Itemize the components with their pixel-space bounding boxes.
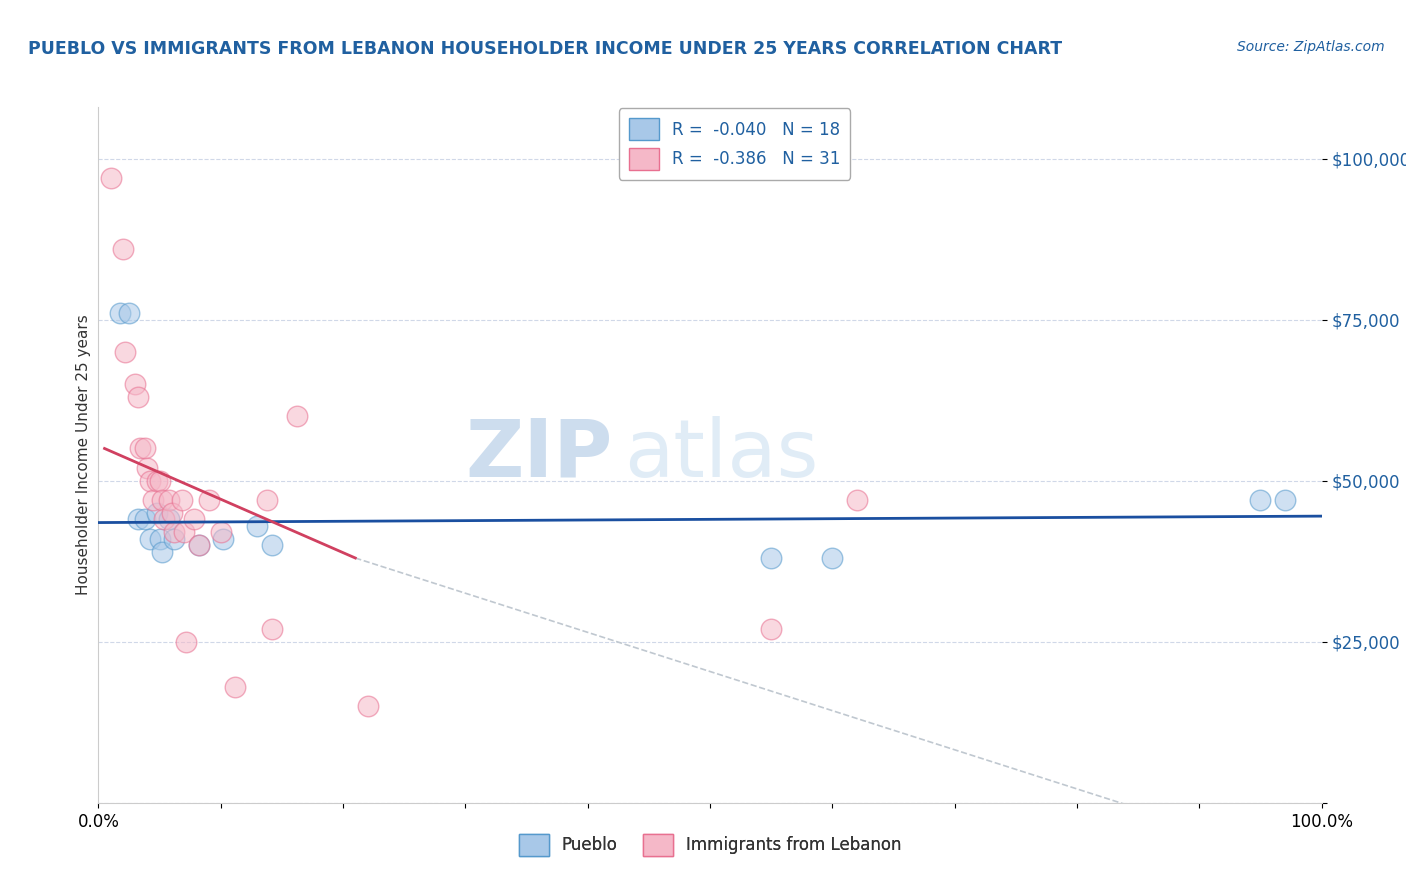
Point	[142, 493, 165, 508]
Point	[187, 538, 209, 552]
Point	[157, 512, 180, 526]
Point	[111, 242, 134, 256]
Point	[761, 622, 783, 636]
Point	[127, 390, 149, 404]
Point	[163, 525, 186, 540]
Point	[160, 506, 183, 520]
Point	[134, 512, 156, 526]
Point	[139, 474, 162, 488]
Point	[246, 518, 269, 533]
Legend: Pueblo, Immigrants from Lebanon: Pueblo, Immigrants from Lebanon	[510, 826, 910, 864]
Point	[149, 532, 172, 546]
Text: atlas: atlas	[624, 416, 818, 494]
Point	[149, 474, 172, 488]
Point	[761, 551, 783, 566]
Point	[262, 538, 284, 552]
Point	[124, 377, 146, 392]
Point	[136, 460, 159, 475]
Point	[146, 474, 169, 488]
Text: PUEBLO VS IMMIGRANTS FROM LEBANON HOUSEHOLDER INCOME UNDER 25 YEARS CORRELATION : PUEBLO VS IMMIGRANTS FROM LEBANON HOUSEH…	[28, 40, 1063, 58]
Point	[146, 506, 169, 520]
Point	[118, 306, 141, 320]
Point	[150, 493, 173, 508]
Point	[150, 544, 173, 558]
Point	[1249, 493, 1271, 508]
Point	[183, 512, 205, 526]
Point	[212, 532, 235, 546]
Point	[114, 344, 136, 359]
Point	[256, 493, 278, 508]
Point	[134, 442, 156, 456]
Point	[262, 622, 284, 636]
Point	[197, 493, 219, 508]
Point	[821, 551, 844, 566]
Point	[356, 699, 378, 714]
Point	[127, 512, 149, 526]
Point	[129, 442, 152, 456]
Point	[110, 306, 132, 320]
Point	[170, 493, 193, 508]
Point	[153, 512, 176, 526]
Point	[100, 170, 122, 185]
Point	[209, 525, 232, 540]
Point	[157, 493, 180, 508]
Y-axis label: Householder Income Under 25 years: Householder Income Under 25 years	[76, 315, 91, 595]
Point	[173, 525, 195, 540]
Point	[1274, 493, 1296, 508]
Text: Source: ZipAtlas.com: Source: ZipAtlas.com	[1237, 40, 1385, 54]
Point	[176, 634, 198, 648]
Point	[224, 680, 246, 694]
Point	[845, 493, 868, 508]
Point	[139, 532, 162, 546]
Point	[285, 409, 308, 424]
Point	[187, 538, 209, 552]
Point	[163, 532, 186, 546]
Text: ZIP: ZIP	[465, 416, 612, 494]
